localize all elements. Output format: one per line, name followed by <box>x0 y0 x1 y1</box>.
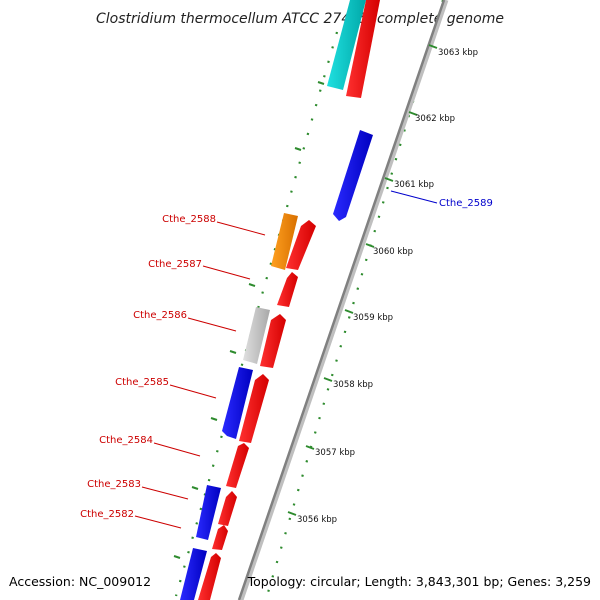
gene-feature-forward[interactable] <box>226 443 249 488</box>
accession-text: Accession: NC_009012 <box>9 574 151 589</box>
inner-tick <box>317 81 325 85</box>
gene-label-cthe-2589[interactable]: Cthe_2589 <box>439 198 493 209</box>
gene-feature-forward[interactable] <box>212 525 228 550</box>
kbp-label: 3058 kbp <box>333 380 373 390</box>
forward-strand-track <box>198 0 380 600</box>
kbp-label: 3062 kbp <box>415 114 455 124</box>
kbp-tick <box>384 177 394 182</box>
trna-feature[interactable] <box>271 213 298 270</box>
kbp-label: 3056 kbp <box>297 515 337 525</box>
gene-label-cthe-2582[interactable]: Cthe_2582 <box>80 509 134 520</box>
map-title: Clostridium thermocellum ATCC 27405, com… <box>96 11 504 27</box>
gene-feature-reverse-outer[interactable] <box>333 130 373 221</box>
kbp-label: 3060 kbp <box>373 247 413 257</box>
kbp-tick <box>323 377 333 382</box>
gene-label-cthe-2584[interactable]: Cthe_2584 <box>99 435 153 446</box>
gene-label-cthe-2586[interactable]: Cthe_2586 <box>133 310 187 321</box>
label-leader <box>187 317 237 332</box>
backbone-line <box>237 0 446 600</box>
gene-feature-forward[interactable] <box>198 553 221 600</box>
inner-tick <box>191 486 199 490</box>
rrna-feature[interactable] <box>327 0 366 90</box>
gene-feature-forward[interactable] <box>277 272 298 307</box>
misc-feature[interactable] <box>243 307 270 364</box>
gene-label-cthe-2587[interactable]: Cthe_2587 <box>148 259 202 270</box>
inner-tick <box>173 555 181 559</box>
gene-feature-forward[interactable] <box>260 314 286 368</box>
label-leader <box>202 265 251 280</box>
inner-tick <box>229 350 237 354</box>
kbp-tick <box>365 243 375 248</box>
inner-feature-track <box>180 0 366 600</box>
kbp-label: 3059 kbp <box>353 313 393 323</box>
label-leader <box>141 486 189 500</box>
label-leader <box>390 190 438 204</box>
label-leader <box>216 221 266 236</box>
kbp-ruler: 3063 kbp 3062 kbp 3061 kbp 3060 kbp 3059… <box>287 44 478 525</box>
kbp-label: 3057 kbp <box>315 448 355 458</box>
kbp-label: 3061 kbp <box>394 180 434 190</box>
gene-label-cthe-2583[interactable]: Cthe_2583 <box>87 479 141 490</box>
gene-label-cthe-2585[interactable]: Cthe_2585 <box>115 377 169 388</box>
kbp-tick <box>305 445 315 450</box>
gene-feature-forward[interactable] <box>218 491 237 526</box>
label-leader <box>134 515 182 529</box>
gene-feature-reverse[interactable] <box>222 367 253 439</box>
kbp-tick <box>408 111 418 116</box>
kbp-tick <box>287 511 297 516</box>
gene-feature-reverse[interactable] <box>196 485 221 540</box>
gene-feature-reverse[interactable] <box>180 548 207 600</box>
inner-tick <box>210 417 218 421</box>
kbp-label: 3063 kbp <box>438 48 478 58</box>
gene-label-cthe-2588[interactable]: Cthe_2588 <box>162 214 216 225</box>
kbp-tick <box>344 309 354 314</box>
kbp-tick <box>428 44 438 49</box>
gene-feature-forward[interactable] <box>346 0 380 98</box>
genome-summary-text: Topology: circular; Length: 3,843,301 bp… <box>247 574 591 589</box>
inner-ruler-ticks <box>173 81 325 559</box>
inner-tick <box>294 147 302 151</box>
inner-tick <box>248 283 256 287</box>
gene-feature-forward[interactable] <box>239 374 269 443</box>
gene-feature-forward[interactable] <box>286 220 316 270</box>
gene-labels: Cthe_2588 Cthe_2587 Cthe_2586 Cthe_2585 … <box>80 190 493 529</box>
backbone-shadow <box>238 0 449 600</box>
label-leader <box>169 384 217 399</box>
label-leader <box>153 442 201 457</box>
